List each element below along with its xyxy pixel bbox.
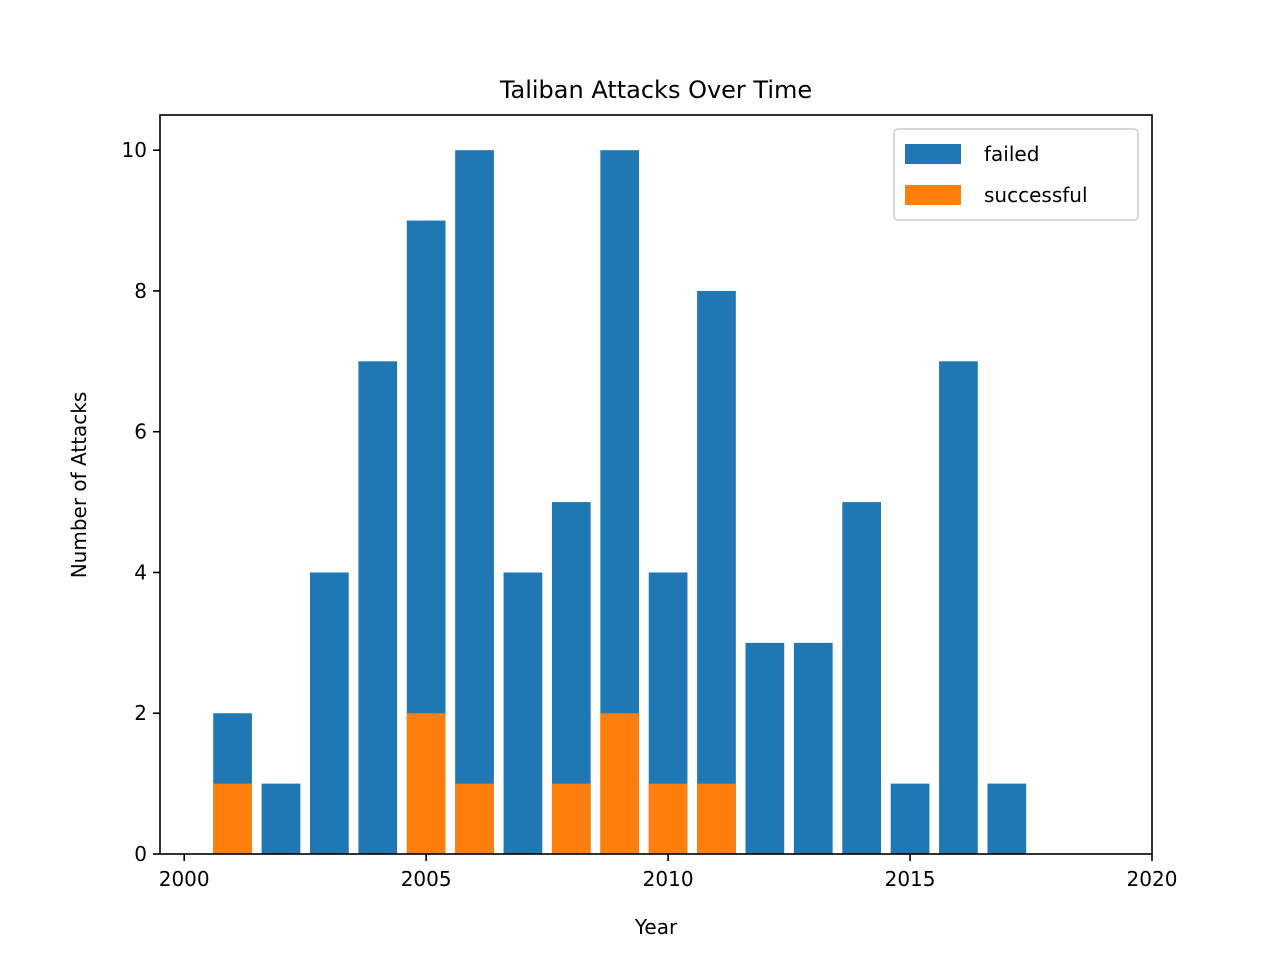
bar-failed-2006 — [455, 150, 494, 854]
bar-successful-2006 — [455, 783, 494, 854]
x-tick-label: 2005 — [401, 867, 452, 891]
bar-failed-2014 — [842, 502, 882, 854]
x-axis-ticks: 2000 2005 2010 2015 2020 — [159, 854, 1178, 891]
y-tick-label: 8 — [134, 279, 147, 303]
x-tick-label: 2010 — [643, 867, 694, 891]
bar-failed-2007 — [503, 572, 543, 854]
bar-successful-2008 — [551, 783, 591, 854]
legend: failed successful — [893, 128, 1139, 221]
bar-failed-2011 — [697, 290, 736, 854]
bar-failed-2002 — [261, 783, 301, 854]
bar-successful-2011 — [697, 783, 736, 854]
bar-failed-2013 — [793, 642, 833, 854]
x-tick-label: 2015 — [885, 867, 936, 891]
bar-failed-2004 — [358, 361, 398, 854]
bar-successful-2001 — [213, 783, 252, 854]
x-axis-label: Year — [634, 915, 678, 939]
bar-failed-2016 — [939, 361, 978, 854]
y-axis-ticks: 0 2 4 6 8 10 — [122, 138, 160, 866]
x-tick-label: 2000 — [159, 867, 210, 891]
legend-label-failed: failed — [984, 142, 1039, 166]
y-tick-label: 4 — [134, 560, 147, 584]
bar-successful-2005 — [406, 713, 446, 854]
bar-successful-2009 — [600, 713, 640, 854]
bar-failed-2003 — [310, 572, 349, 854]
bar-failed-2015 — [890, 783, 930, 854]
bar-failed-2012 — [745, 642, 785, 854]
y-tick-label: 0 — [134, 842, 147, 866]
legend-swatch-failed — [905, 144, 961, 164]
y-tick-label: 2 — [134, 701, 147, 725]
legend-label-successful: successful — [984, 183, 1088, 207]
bar-failed-2017 — [987, 783, 1027, 854]
legend-swatch-successful — [905, 185, 961, 205]
y-axis-label: Number of Attacks — [67, 392, 91, 579]
y-tick-label: 6 — [134, 420, 147, 444]
chart-title: Taliban Attacks Over Time — [499, 76, 812, 104]
plot-frame — [159, 114, 1153, 855]
x-tick-label: 2020 — [1127, 867, 1178, 891]
bars-group — [213, 150, 1027, 854]
bar-successful-2010 — [648, 783, 688, 854]
y-tick-label: 10 — [122, 138, 147, 162]
